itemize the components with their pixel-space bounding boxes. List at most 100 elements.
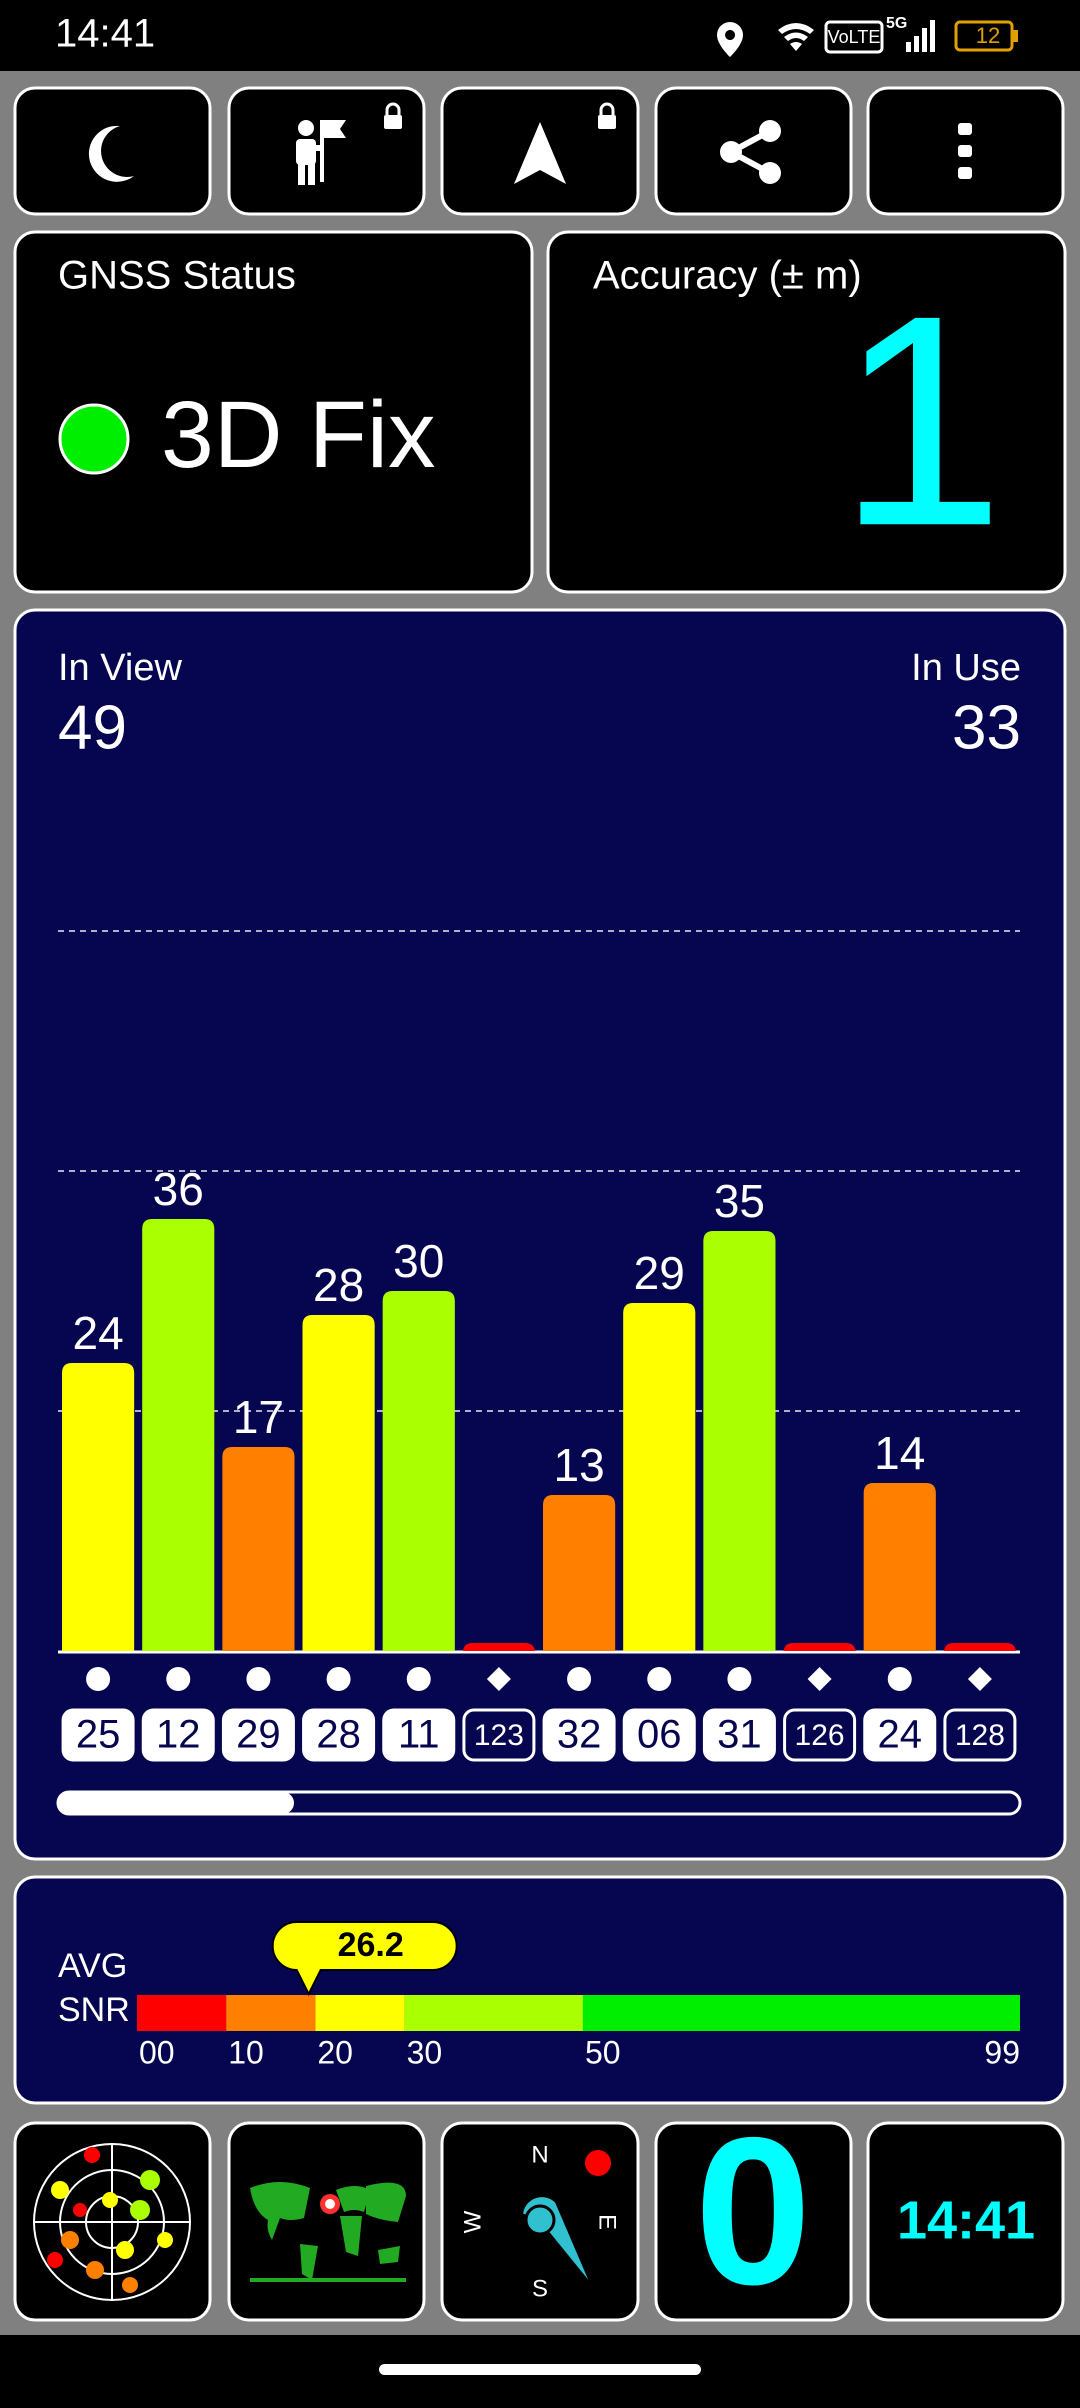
gnss-status-title: GNSS Status [58, 254, 296, 298]
in-use-value: 33 [952, 693, 1021, 762]
bar-value-label: 13 [553, 1439, 604, 1491]
constellation-marker [887, 1667, 912, 1691]
bar-value-label: 24 [72, 1307, 123, 1359]
accuracy-title: Accuracy (± m) [593, 254, 862, 298]
compass-icon [520, 2150, 611, 2287]
svg-text:VoLTE: VoLTE [828, 27, 881, 47]
constellation-marker [967, 1667, 992, 1691]
satellite-id-box [462, 1708, 536, 1762]
constellation-marker [486, 1667, 511, 1691]
bottom-tiles: N E S W 0 14:41 [13, 2093, 1065, 2328]
satellite-id-box [302, 1708, 376, 1762]
satellite-id: 31 [717, 1713, 762, 1757]
fix-status: 3D Fix [161, 382, 435, 488]
night-mode-button[interactable] [13, 86, 212, 216]
status-time: 14:41 [55, 12, 155, 56]
satellite-id: 24 [878, 1713, 923, 1757]
satellite-id-box [863, 1708, 937, 1762]
bar [863, 1483, 936, 1651]
bar [703, 1231, 776, 1651]
svg-text:5G: 5G [886, 15, 907, 32]
constellation-marker [807, 1667, 832, 1691]
moon-icon [88, 125, 134, 182]
constellation-marker [166, 1667, 191, 1691]
share-icon [720, 120, 781, 184]
bar [142, 1219, 215, 1651]
snr-segment [315, 1995, 405, 2031]
snr-chart: 24 25 36 12 17 29 28 28 30 11 123 13 32 29 06 35 31 126 14… [58, 930, 1020, 1762]
fix-indicator [58, 403, 130, 475]
waypoint-button[interactable] [227, 86, 426, 216]
bar [543, 1495, 616, 1651]
speed-tile[interactable] [654, 2121, 853, 2322]
satellite-id-box [382, 1708, 456, 1762]
satellite-id: 12 [156, 1713, 201, 1757]
snr-label: AVG [58, 1947, 127, 1985]
satellite-id: 123 [474, 1719, 524, 1752]
bar [462, 1643, 535, 1653]
compass-south: S [532, 2275, 548, 2302]
satellite-id: 32 [557, 1713, 602, 1757]
home-indicator[interactable] [379, 2364, 701, 2375]
in-use-label: In Use [911, 647, 1021, 689]
menu-icon [958, 123, 972, 179]
map-tile[interactable] [227, 2121, 426, 2322]
bar [382, 1291, 455, 1651]
satellite-id-box [943, 1708, 1017, 1762]
speed-value: 0 [695, 2093, 812, 2328]
satellite-id: 126 [795, 1719, 845, 1752]
scrollbar-thumb[interactable] [58, 1792, 294, 1814]
constellation-marker [647, 1667, 672, 1691]
toolbar [13, 86, 1065, 216]
snr-label: SNR [58, 1991, 130, 2029]
bar [222, 1447, 295, 1651]
share-button[interactable] [654, 86, 853, 216]
bar-value-label: 35 [714, 1175, 765, 1227]
snr-tick-label: 20 [317, 2034, 353, 2070]
satellite-id-box [783, 1708, 857, 1762]
clock-value: 14:41 [897, 2190, 1035, 2250]
satellite-id-box [542, 1708, 616, 1762]
bar-value-label: 28 [313, 1259, 364, 1311]
snr-segment [137, 1995, 227, 2031]
snr-tick-label: 30 [407, 2034, 443, 2070]
constellation-marker [246, 1667, 271, 1691]
satellite-id: 25 [76, 1713, 121, 1757]
accuracy-panel [546, 230, 1067, 594]
satellite-id-box [141, 1708, 215, 1762]
gnss-status-panel [13, 230, 534, 594]
constellation-marker [406, 1667, 431, 1691]
compass-east: E [594, 2214, 621, 2230]
constellation-marker [567, 1667, 592, 1691]
bar [302, 1315, 375, 1651]
compass-west: W [459, 2210, 486, 2233]
constellation-marker [86, 1667, 111, 1691]
bar [943, 1643, 1016, 1653]
average-marker [271, 1921, 458, 1997]
accuracy-value: 1 [838, 252, 1005, 588]
bar-value-label: 17 [233, 1391, 284, 1443]
snr-tick-label: 10 [228, 2034, 264, 2070]
constellation-marker [326, 1667, 351, 1691]
bar [623, 1303, 696, 1651]
snr-segment [226, 1995, 316, 2031]
snr-tick-label: 00 [139, 2034, 175, 2070]
in-view-label: In View [58, 647, 182, 689]
snr-segment [582, 1995, 1020, 2031]
battery-level: 12 [976, 23, 1000, 48]
satellite-id: 28 [316, 1713, 361, 1757]
satellite-id: 29 [236, 1713, 281, 1757]
in-view-value: 49 [58, 693, 127, 762]
bar-value-label: 30 [393, 1235, 444, 1287]
waypoint-icon [296, 102, 402, 185]
satellite-id-box [61, 1708, 135, 1762]
bar [62, 1363, 135, 1651]
clock-tile[interactable] [866, 2121, 1065, 2322]
snr-segment [404, 1995, 583, 2031]
bar-value-label: 36 [153, 1163, 204, 1215]
sky-view-icon [33, 2143, 191, 2301]
bar [783, 1643, 856, 1653]
